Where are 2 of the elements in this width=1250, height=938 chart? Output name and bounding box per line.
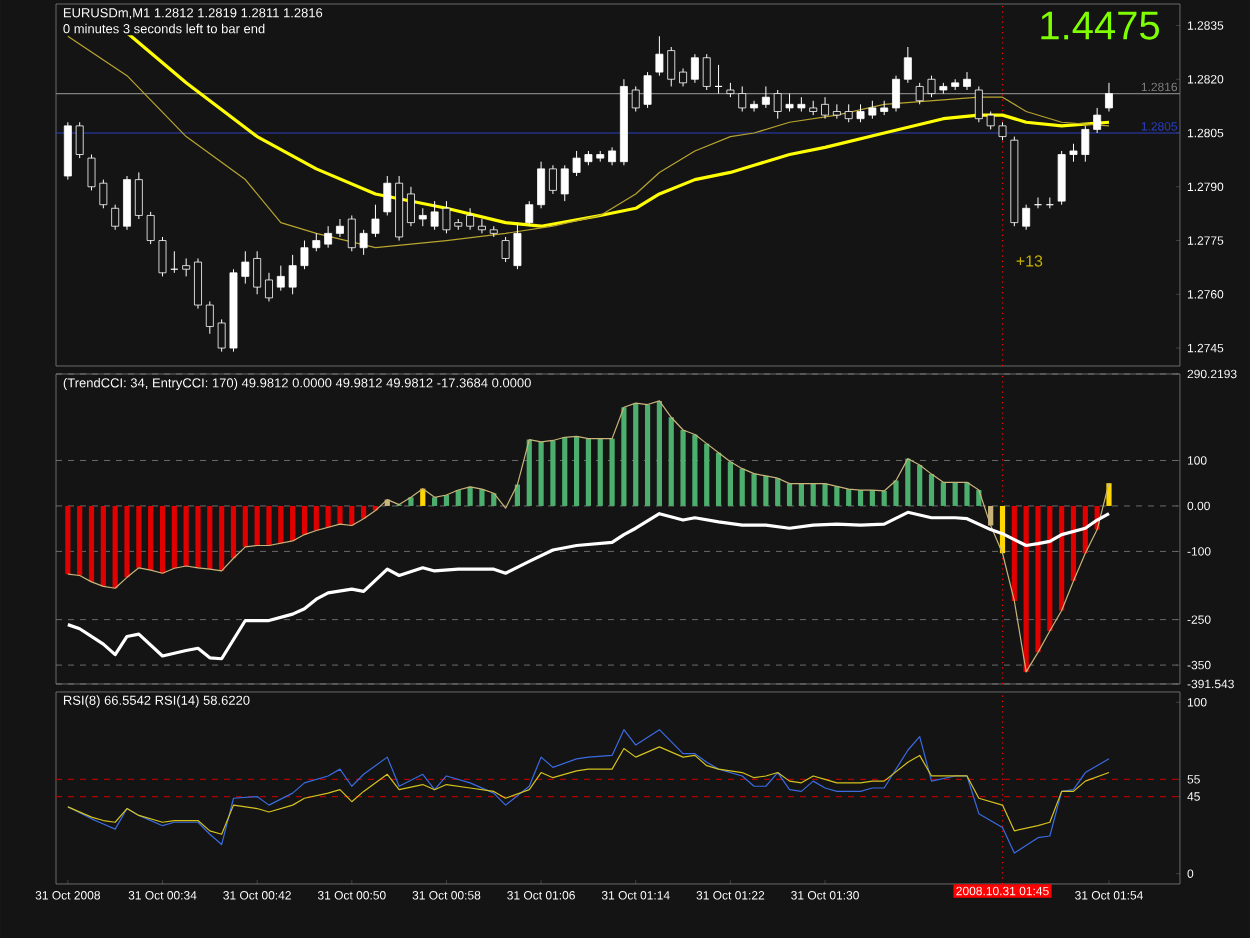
annotation: +13 xyxy=(1016,255,1043,267)
annotation: 1.4475 xyxy=(1041,11,1160,40)
